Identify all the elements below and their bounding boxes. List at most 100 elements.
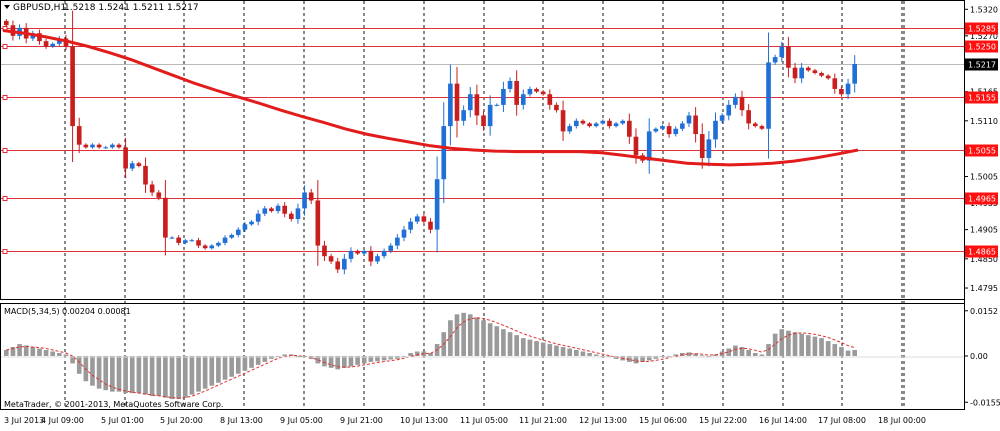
macd-values: 0.00204 0.00081 — [62, 307, 131, 316]
macd-bar — [461, 312, 466, 356]
candle-body — [103, 147, 109, 149]
macd-bar — [454, 314, 460, 356]
triangle-down-icon[interactable] — [4, 5, 10, 9]
macd-bar — [189, 355, 195, 395]
candle-body — [395, 237, 400, 246]
candle-body — [375, 256, 380, 262]
macd-bar — [600, 355, 606, 357]
macd-bar — [123, 355, 128, 394]
macd-title: MACD(5,34,5) — [4, 307, 60, 316]
macd-bar — [786, 330, 791, 356]
macd-bar — [37, 348, 42, 356]
macd-bar — [554, 345, 559, 356]
level-label-bg — [965, 22, 998, 35]
macd-bar — [110, 355, 115, 392]
ohlc-values: 1.5218 1.5241 1.5211 1.5217 — [64, 3, 199, 13]
candle-body — [520, 94, 526, 105]
candle-body — [355, 250, 360, 254]
time-label: 12 Jul 13:00 — [579, 416, 627, 425]
macd-tick-label: 0.0152 — [970, 307, 998, 316]
candle-body — [70, 46, 75, 127]
macd-bar — [627, 355, 632, 362]
level-label-bg — [965, 144, 998, 157]
level-label: 1.5250 — [968, 43, 996, 52]
macd-bar — [43, 350, 49, 356]
candle-body — [666, 126, 672, 135]
candle-body — [454, 83, 460, 121]
macd-bar — [149, 355, 155, 397]
macd-bar — [540, 342, 546, 356]
candle-body — [116, 144, 122, 148]
candle-body — [43, 41, 49, 47]
level-label-bg — [965, 91, 998, 104]
level-label-bg — [965, 40, 998, 53]
macd-bar — [275, 355, 281, 357]
candle-body — [143, 165, 148, 185]
candle-body — [76, 126, 82, 145]
macd-bar — [699, 355, 705, 357]
candle-body — [90, 144, 95, 148]
candle-body — [408, 221, 413, 230]
candle-body — [547, 94, 553, 105]
candle-body — [229, 234, 234, 238]
candle-body — [779, 46, 785, 58]
candle-body — [461, 110, 466, 121]
macd-bar — [752, 352, 758, 356]
candle-body — [832, 78, 838, 89]
candle-body — [719, 115, 725, 121]
candle-body — [686, 115, 692, 124]
moving-average-line — [2, 29, 859, 167]
macd-bar — [328, 355, 334, 368]
macd-bar — [57, 352, 62, 356]
candle-body — [342, 258, 347, 270]
current-price-text: 1.5217 — [968, 61, 996, 70]
macd-bar — [573, 350, 579, 356]
candle-body — [646, 131, 652, 161]
candle-body — [123, 147, 128, 169]
candle-body — [428, 221, 433, 230]
level-label: 1.5155 — [968, 94, 996, 103]
macd-bar — [766, 344, 771, 356]
macd-bar — [547, 344, 553, 356]
macd-bar — [342, 355, 347, 368]
time-label: 9 Jul 21:00 — [340, 416, 383, 425]
price-tick-label: 1.4795 — [970, 284, 998, 293]
macd-bar — [10, 347, 16, 356]
candle-body — [680, 123, 685, 129]
time-label: 3 Jul 2013 — [4, 416, 44, 425]
macd-bar — [196, 355, 201, 392]
time-label: 17 Jul 08:00 — [818, 416, 866, 425]
macd-bar — [739, 347, 745, 356]
macd-bar — [812, 336, 818, 356]
time-label: 15 Jul 06:00 — [639, 416, 687, 425]
candle-body — [759, 126, 765, 129]
candle-body — [752, 123, 758, 127]
candle-body — [587, 123, 592, 127]
macd-bar — [779, 329, 785, 356]
macd-bar — [361, 355, 367, 364]
macd-bar — [70, 355, 75, 364]
macd-bar — [772, 333, 778, 356]
macd-bar — [494, 326, 500, 356]
macd-signal-line — [6, 317, 855, 399]
macd-bar — [156, 355, 162, 397]
candle-body — [156, 192, 162, 198]
macd-bar — [686, 352, 692, 356]
macd-bar — [368, 355, 374, 362]
candle-body — [149, 184, 155, 193]
macd-bar — [507, 332, 513, 356]
candle-body — [182, 240, 188, 243]
macd-bar — [315, 355, 321, 364]
candle-body — [600, 120, 606, 124]
candle-body — [335, 261, 341, 270]
candles[interactable] — [3, 10, 858, 275]
candle-body — [514, 80, 519, 105]
symbol-header: GBPUSD,H1 — [13, 3, 66, 13]
macd-bar — [534, 341, 539, 356]
candle-body — [786, 46, 791, 68]
level-anchor — [2, 196, 8, 201]
candle-body — [189, 240, 195, 242]
candle-body — [620, 120, 626, 124]
